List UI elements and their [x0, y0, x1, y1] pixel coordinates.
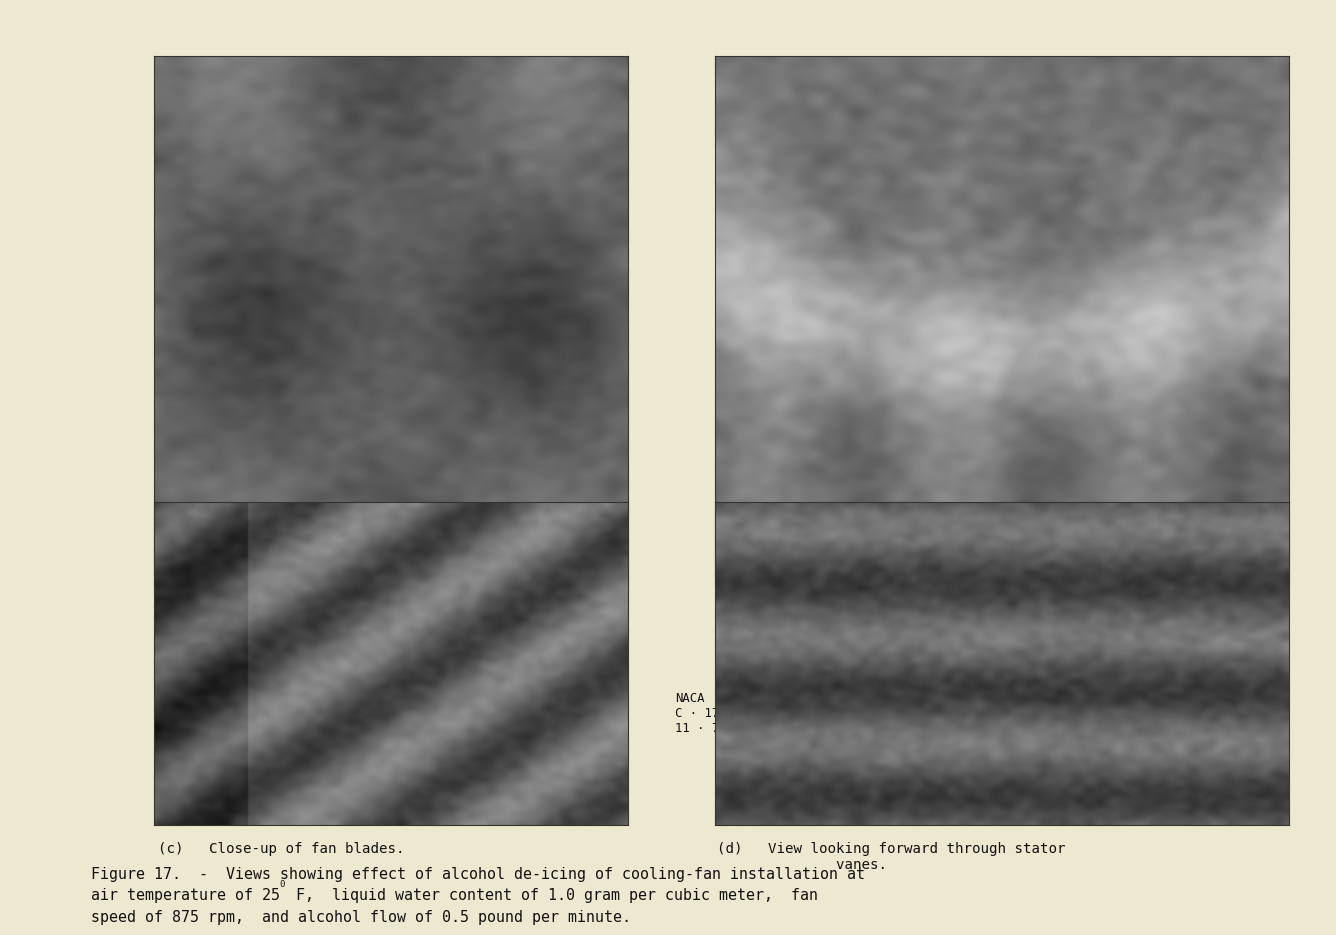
Text: (d)   View looking forward through stator
              vanes.: (d) View looking forward through stator …	[717, 842, 1066, 871]
Text: F,  liquid water content of 1.0 gram per cubic meter,  fan: F, liquid water content of 1.0 gram per …	[287, 888, 819, 903]
Text: Figure 17.  -  Views showing effect of alcohol de-icing of cooling-fan installat: Figure 17. - Views showing effect of alc…	[91, 867, 864, 882]
Text: (c)   Close-up of fan blades.: (c) Close-up of fan blades.	[158, 842, 405, 856]
Text: air temperature of 25: air temperature of 25	[91, 888, 279, 903]
Text: 0: 0	[279, 880, 285, 889]
Text: Spray
nozzle: Spray nozzle	[198, 220, 238, 248]
Text: (a)   General view of installation.: (a) General view of installation.	[158, 600, 456, 614]
Text: (b)   View showing ice formations on
              leading edge of stator vanes.: (b) View showing ice formations on leadi…	[717, 600, 1083, 630]
Text: speed of 875 rpm,  and alcohol flow of 0.5 pound per minute.: speed of 875 rpm, and alcohol flow of 0.…	[91, 910, 631, 925]
Text: Spray
nozzle: Spray nozzle	[414, 561, 454, 589]
Text: NACA
C · 17148
11 · 7 · 46: NACA C · 17148 11 · 7 · 46	[675, 692, 756, 735]
